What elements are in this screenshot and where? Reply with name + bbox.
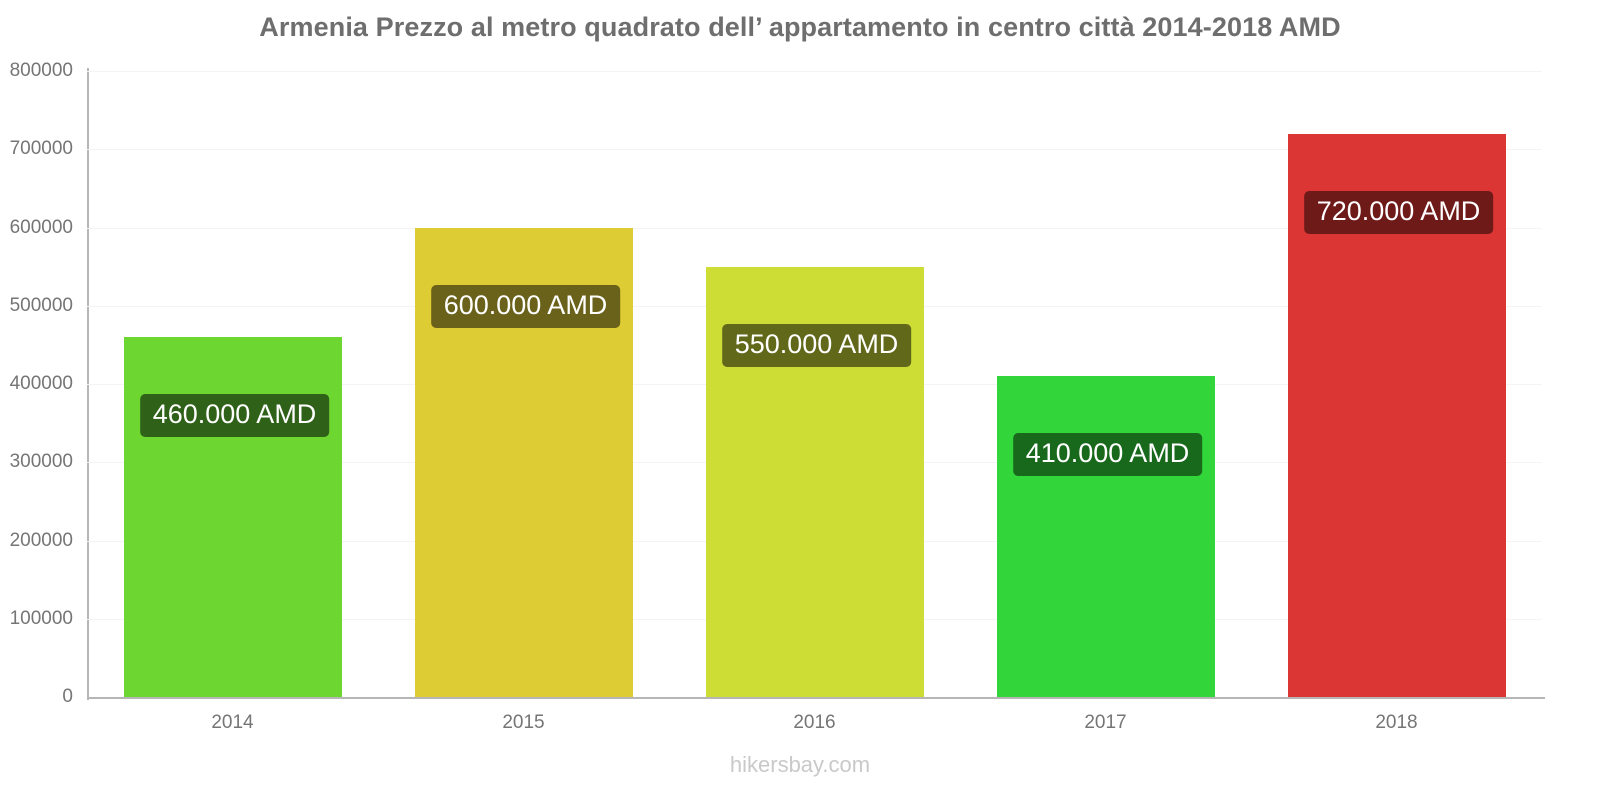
- source-watermark: hikersbay.com: [729, 752, 871, 777]
- y-axis-tick-label: 800000: [9, 60, 73, 81]
- bar[interactable]: [123, 337, 342, 697]
- y-axis-tick-label: 200000: [9, 529, 73, 551]
- bar-value-label: 720.000 AMD: [1303, 190, 1494, 234]
- chart-title: Armenia Prezzo al metro quadrato dell’ a…: [259, 12, 1341, 42]
- x-axis-tick-label: 2016: [793, 712, 836, 733]
- gridline: [87, 227, 1542, 229]
- y-axis-tick-label: 500000: [9, 294, 73, 316]
- y-axis-tick-label: 0: [62, 686, 73, 707]
- bar[interactable]: [996, 376, 1215, 697]
- x-axis-tick-label: 2017: [1084, 712, 1127, 733]
- bar-value-label: 550.000 AMD: [721, 323, 912, 367]
- bar-value-label: 410.000 AMD: [1012, 433, 1203, 477]
- y-axis-tick-label: 100000: [9, 607, 73, 629]
- gridline: [87, 71, 1542, 72]
- x-axis-tick-label: 2015: [502, 712, 545, 733]
- gridline: [87, 149, 1542, 151]
- y-axis-tick-label: 400000: [9, 373, 73, 394]
- y-axis-tick-label: 300000: [9, 451, 73, 473]
- x-axis-line: [87, 697, 1545, 699]
- x-axis-tick-label: 2014: [211, 712, 254, 733]
- y-axis-tick-label: 600000: [9, 216, 73, 238]
- y-axis-tick-label: 700000: [9, 138, 73, 160]
- plot-area: 460.000 AMD 600.000 AMD 550.000 AMD 410.000…: [87, 71, 1542, 697]
- x-axis-tick-label: 2018: [1375, 712, 1418, 733]
- bar-value-label: 460.000 AMD: [139, 394, 330, 438]
- bar-value-label: 600.000 AMD: [430, 284, 621, 328]
